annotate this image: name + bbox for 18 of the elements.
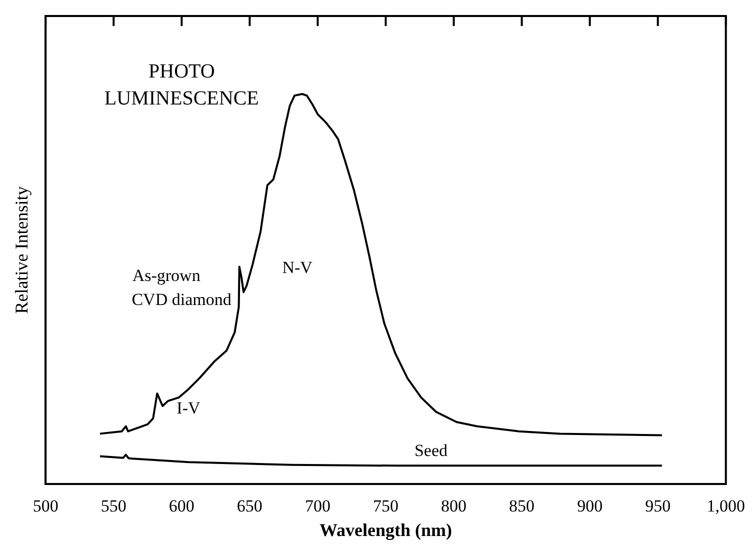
- x-tick-label: 800: [441, 496, 467, 516]
- x-tick-label: 1,000: [706, 496, 745, 516]
- x-tick-label: 850: [509, 496, 535, 516]
- y-axis-title: Relative Intensity: [12, 186, 32, 314]
- annotation: PHOTO LUMINESCENCE: [104, 60, 259, 110]
- series-label: As-grown CVD diamond: [132, 266, 232, 310]
- annotation: N-V: [282, 258, 314, 278]
- x-tick-label: 550: [100, 496, 126, 516]
- x-tick-label: 650: [236, 496, 262, 516]
- x-axis-title: Wavelength (nm): [319, 520, 452, 540]
- x-tick-label: 750: [372, 496, 398, 516]
- x-tick-label: 950: [645, 496, 671, 516]
- annotation: I-V: [176, 398, 201, 418]
- series-label: Seed: [414, 441, 448, 460]
- x-tick-label: 500: [32, 496, 58, 516]
- x-tick-label: 600: [168, 496, 194, 516]
- x-tick-label: 700: [304, 496, 330, 516]
- x-tick-label: 900: [577, 496, 603, 516]
